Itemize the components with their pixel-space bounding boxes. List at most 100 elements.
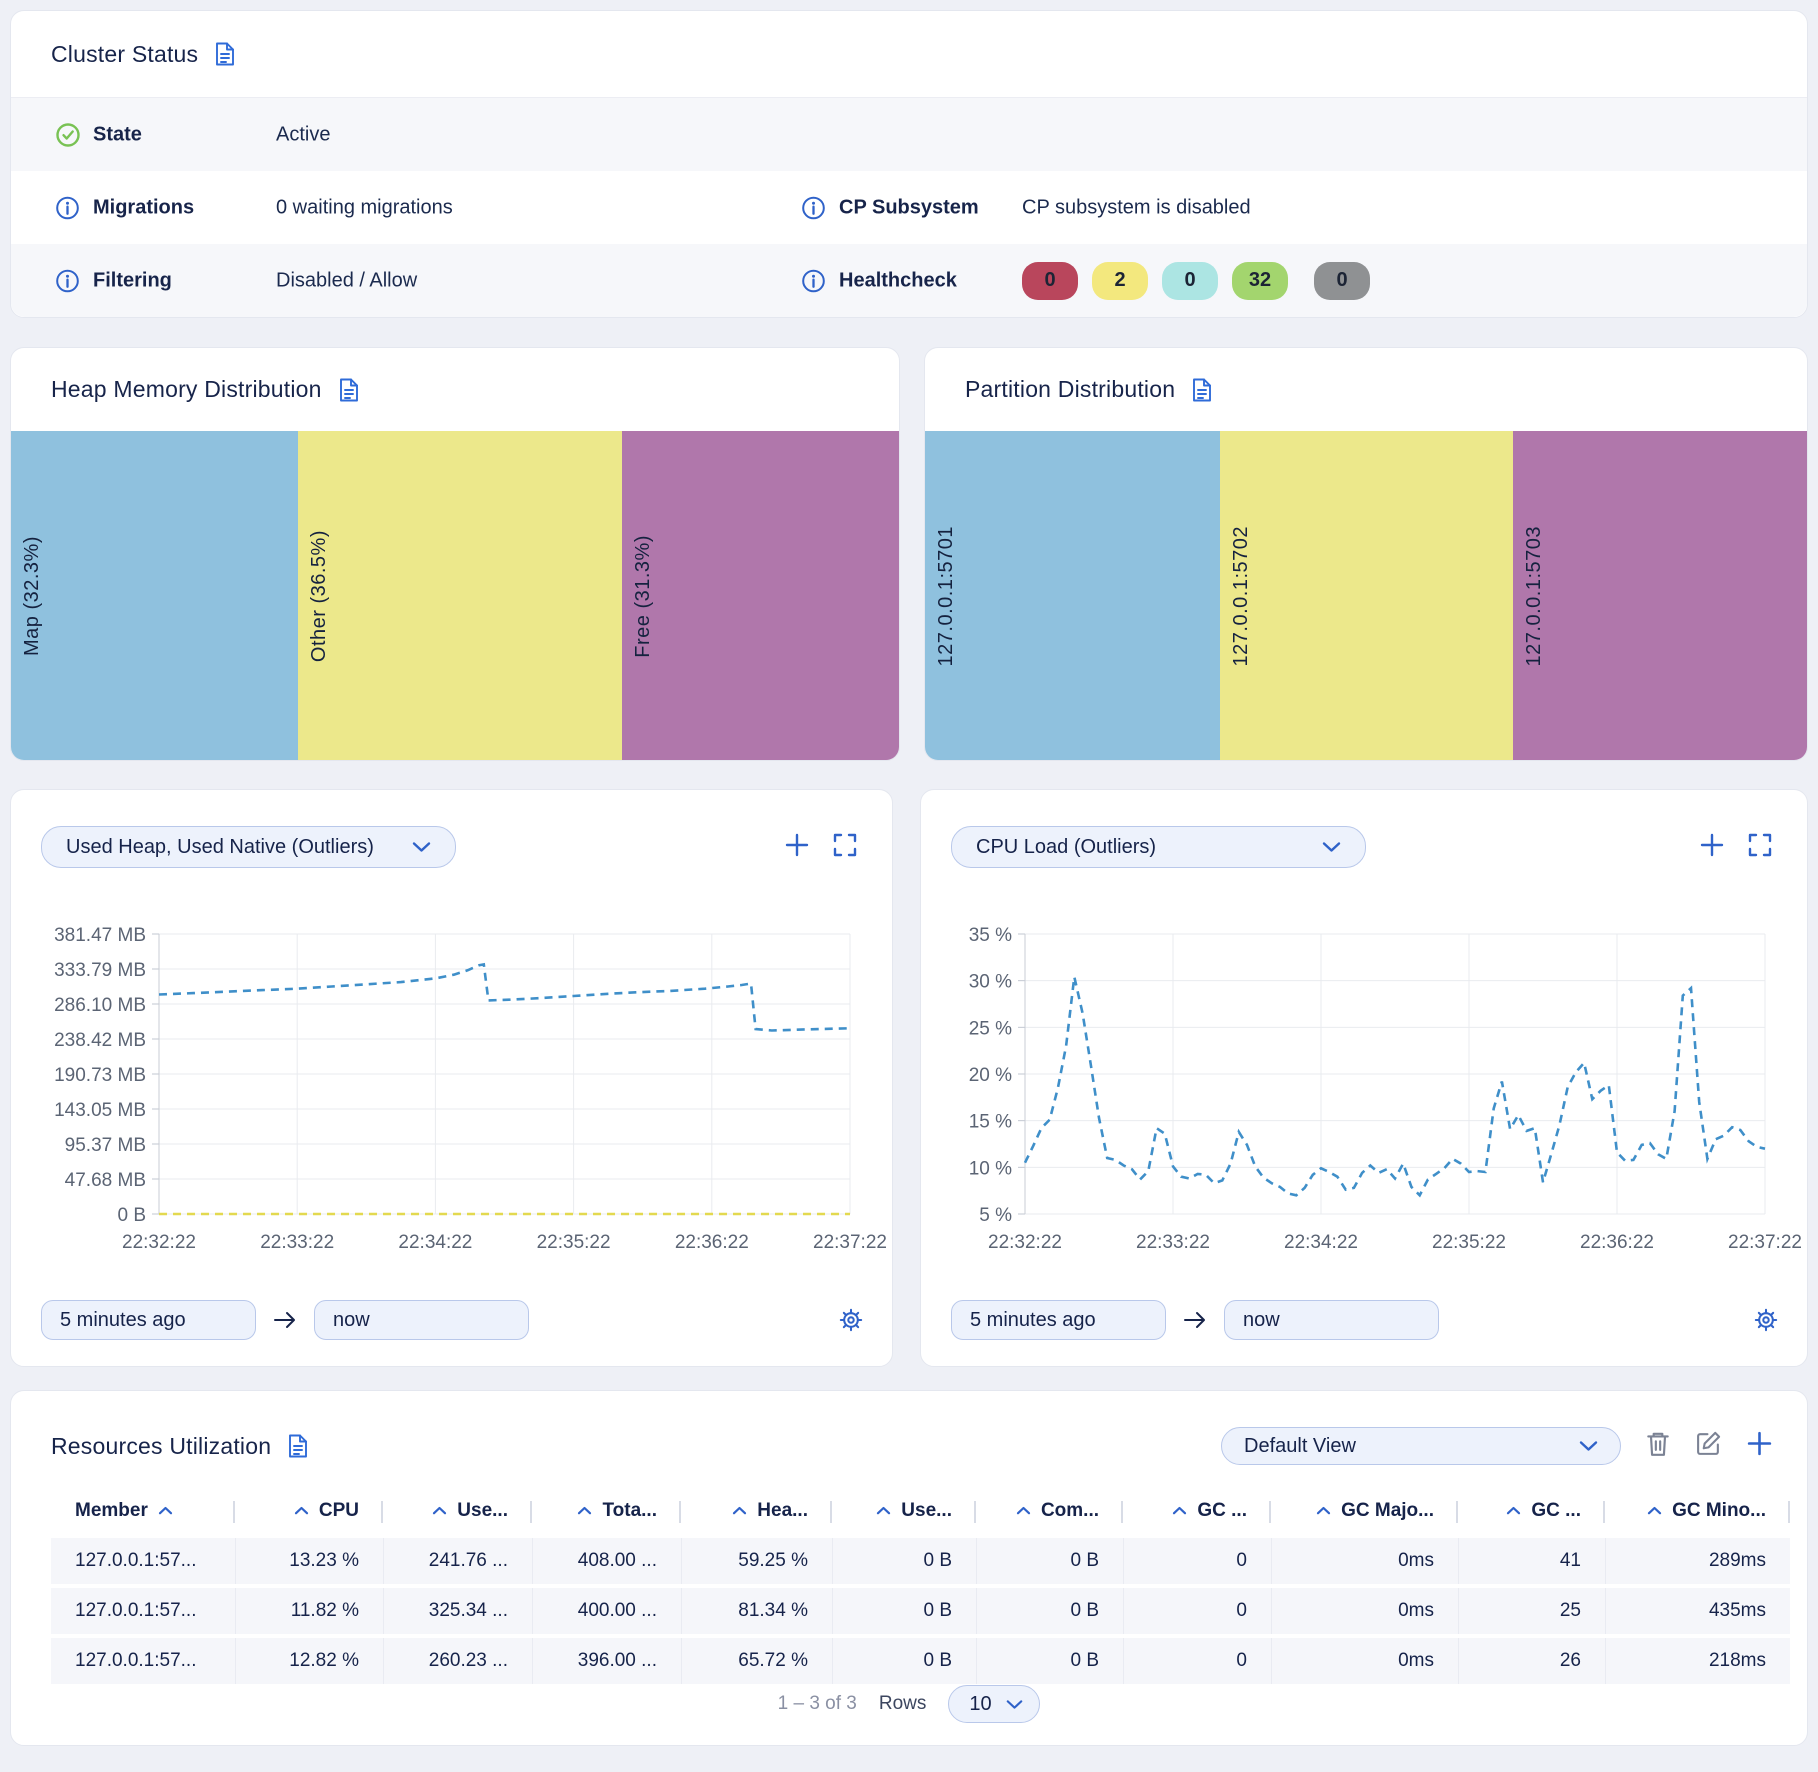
time-from-value: 5 minutes ago (60, 1309, 186, 1332)
document-icon[interactable] (287, 1433, 309, 1459)
x-axis-label: 22:37:22 (813, 1232, 887, 1253)
y-axis-label: 5 % (979, 1205, 1012, 1226)
add-view-icon[interactable] (1746, 1430, 1773, 1462)
table-cell: 0ms (1271, 1588, 1458, 1634)
y-axis-label: 143.05 MB (54, 1100, 146, 1121)
sort-caret-icon (577, 1499, 592, 1521)
distribution-segment: Other (36.5%) (298, 431, 622, 761)
chart-header: CPU Load (Outliers) (921, 790, 1807, 868)
metric-selector[interactable]: CPU Load (Outliers) (951, 826, 1366, 868)
column-label: Member (75, 1500, 148, 1521)
sort-caret-icon (1506, 1499, 1521, 1521)
table-cell: 325.34 ... (383, 1588, 532, 1634)
heap-memory-distribution-panel: Heap Memory Distribution Map (32.3%)Othe… (10, 347, 900, 761)
table-row[interactable]: 127.0.0.1:57...12.82 %260.23 ...396.00 .… (51, 1638, 1790, 1684)
time-from-input[interactable]: 5 minutes ago (41, 1300, 256, 1340)
pagination-range: 1 – 3 of 3 (778, 1693, 857, 1715)
table-cell: 0 B (832, 1638, 976, 1684)
fullscreen-icon[interactable] (1747, 832, 1773, 863)
column-label: GC Mino... (1672, 1500, 1766, 1521)
table-row[interactable]: 127.0.0.1:57...13.23 %241.76 ...408.00 .… (51, 1538, 1790, 1584)
rows-per-page-selector[interactable]: 10 (948, 1685, 1040, 1723)
info-icon[interactable] (801, 268, 826, 293)
arrow-right-icon (1182, 1310, 1208, 1330)
filtering-row: Filtering Disabled / Allow Healthcheck 0… (11, 244, 1807, 317)
edit-view-icon[interactable] (1695, 1430, 1722, 1462)
chart-footer: 5 minutes ago now (951, 1300, 1779, 1340)
distribution-segment: 127.0.0.1:5703 (1513, 431, 1807, 761)
gear-icon[interactable] (1753, 1307, 1779, 1333)
gear-icon[interactable] (838, 1307, 864, 1333)
x-axis-label: 22:36:22 (675, 1232, 749, 1253)
fullscreen-icon[interactable] (832, 832, 858, 863)
chart-actions (1699, 832, 1773, 863)
view-selector[interactable]: Default View (1221, 1427, 1621, 1465)
migrations-value: 0 waiting migrations (276, 196, 453, 219)
document-icon[interactable] (338, 377, 360, 403)
column-header-col1[interactable]: CPU (235, 1491, 383, 1534)
metric-selector-label: Used Heap, Used Native (Outliers) (66, 836, 374, 859)
chevron-down-icon (412, 836, 431, 859)
time-from-input[interactable]: 5 minutes ago (951, 1300, 1166, 1340)
healthcheck-label: Healthcheck (839, 269, 957, 292)
distribution-segment: 127.0.0.1:5701 (925, 431, 1220, 761)
column-header-col5[interactable]: Use... (832, 1491, 976, 1534)
y-axis-label: 25 % (969, 1018, 1012, 1039)
resources-header: Resources Utilization Default View (11, 1391, 1807, 1465)
y-axis-label: 0 B (117, 1205, 146, 1226)
distribution-segment: Free (31.3%) (622, 431, 899, 761)
time-to-input[interactable]: now (1224, 1300, 1439, 1340)
metric-selector[interactable]: Used Heap, Used Native (Outliers) (41, 826, 456, 868)
sort-caret-icon (876, 1499, 891, 1521)
table-cell: 0 B (832, 1588, 976, 1634)
time-to-input[interactable]: now (314, 1300, 529, 1340)
x-axis-label: 22:34:22 (398, 1232, 472, 1253)
column-header-col4[interactable]: Hea... (681, 1491, 832, 1534)
table-cell: 0 B (832, 1538, 976, 1584)
cp-subsystem-value: CP subsystem is disabled (1022, 196, 1251, 219)
segment-label: 127.0.0.1:5701 (935, 526, 958, 666)
document-icon[interactable] (214, 41, 236, 67)
heap-distribution-bar: Map (32.3%) Other (36.5%) Free (31.3%) (11, 431, 899, 761)
sort-caret-icon (1647, 1499, 1662, 1521)
info-icon[interactable] (801, 195, 826, 220)
pagination: 1 – 3 of 3 Rows 10 (11, 1685, 1807, 1723)
state-row: State Active (11, 98, 1807, 171)
x-axis-label: 22:36:22 (1580, 1232, 1654, 1253)
y-axis-label: 190.73 MB (54, 1065, 146, 1086)
column-header-col6[interactable]: Com... (976, 1491, 1123, 1534)
column-header-col7[interactable]: GC ... (1123, 1491, 1271, 1534)
chart-footer: 5 minutes ago now (41, 1300, 864, 1340)
info-icon[interactable] (55, 195, 80, 220)
info-icon[interactable] (55, 268, 80, 293)
add-chart-icon[interactable] (1699, 832, 1725, 863)
segment-label: Other (36.5%) (308, 530, 331, 662)
filtering-value: Disabled / Allow (276, 269, 417, 292)
column-header-col8[interactable]: GC Majo... (1271, 1491, 1458, 1534)
migrations-row: Migrations 0 waiting migrations CP Subsy… (11, 171, 1807, 244)
x-axis-label: 22:35:22 (1432, 1232, 1506, 1253)
column-header-col3[interactable]: Tota... (532, 1491, 681, 1534)
add-chart-icon[interactable] (784, 832, 810, 863)
y-axis-label: 10 % (969, 1158, 1012, 1179)
healthcheck-badge: 0 (1162, 262, 1218, 300)
filtering-label: Filtering (93, 269, 172, 292)
delete-view-icon[interactable] (1645, 1430, 1671, 1463)
chart-header: Used Heap, Used Native (Outliers) (11, 790, 892, 868)
sort-caret-icon (432, 1499, 447, 1521)
table-cell: 400.00 ... (532, 1588, 681, 1634)
column-header-member[interactable]: Member (51, 1491, 235, 1534)
table-cell: 41 (1458, 1538, 1605, 1584)
column-header-col10[interactable]: GC Mino... (1605, 1491, 1790, 1534)
column-header-col2[interactable]: Use... (383, 1491, 532, 1534)
column-label: Hea... (757, 1500, 808, 1521)
table-cell: 25 (1458, 1588, 1605, 1634)
x-axis-label: 22:37:22 (1728, 1232, 1802, 1253)
distribution-segment: Map (32.3%) (11, 431, 298, 761)
time-to-value: now (1243, 1309, 1280, 1332)
table-row[interactable]: 127.0.0.1:57...11.82 %325.34 ...400.00 .… (51, 1588, 1790, 1634)
document-icon[interactable] (1191, 377, 1213, 403)
column-header-col9[interactable]: GC ... (1458, 1491, 1605, 1534)
table-cell: 59.25 % (681, 1538, 832, 1584)
resources-table: MemberCPUUse...Tota...Hea...Use...Com...… (51, 1487, 1790, 1688)
